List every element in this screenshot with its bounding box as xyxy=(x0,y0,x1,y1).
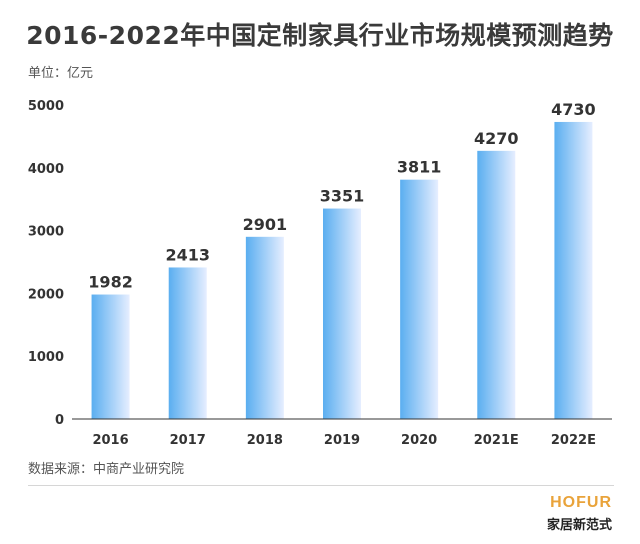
bar-2021E xyxy=(477,150,516,419)
data-label-2020: 3811 xyxy=(397,158,442,177)
data-labels: 1982 2413 2901 3351 3811 4270 4730 xyxy=(88,100,595,292)
x-axis: 2016 2017 2018 2019 2020 2021E 2022E xyxy=(92,433,595,448)
y-tick-label: 0 xyxy=(55,413,64,428)
data-label-2021E: 4270 xyxy=(474,129,519,148)
y-tick-label: 2000 xyxy=(28,287,64,302)
data-label-2022E: 4730 xyxy=(551,100,596,119)
data-label-2018: 2901 xyxy=(243,215,288,234)
bar-2020 xyxy=(400,179,439,419)
x-tick-label: 2018 xyxy=(247,433,283,448)
x-tick-label: 2016 xyxy=(92,433,128,448)
chart-title: 2016-2022年中国定制家具行业市场规模预测趋势 xyxy=(26,21,614,50)
bar-2017 xyxy=(168,267,207,419)
bars xyxy=(91,121,593,420)
x-tick-label: 2021E xyxy=(474,433,519,448)
y-axis: 0 1000 2000 3000 4000 5000 xyxy=(28,99,64,428)
y-tick-label: 3000 xyxy=(28,225,64,240)
x-tick-label: 2017 xyxy=(170,433,206,448)
x-tick-label: 2020 xyxy=(401,433,437,448)
bar-2019 xyxy=(323,208,361,419)
unit-label: 单位：亿元 xyxy=(28,66,94,81)
data-label-2019: 3351 xyxy=(320,187,365,206)
y-tick-label: 5000 xyxy=(28,99,64,114)
x-tick-label: 2019 xyxy=(324,433,360,448)
source-note: 数据来源：中商产业研究院 xyxy=(28,462,185,477)
divider xyxy=(28,485,614,486)
x-tick-label: 2022E xyxy=(551,433,596,448)
brand-logo: HOFUR xyxy=(550,494,612,511)
data-label-2017: 2413 xyxy=(165,245,210,264)
bar-2016 xyxy=(91,294,130,419)
bar-2022E xyxy=(554,121,593,420)
bar-2018 xyxy=(245,236,284,419)
data-label-2016: 1982 xyxy=(88,273,133,292)
y-tick-label: 1000 xyxy=(28,350,64,365)
brand-name: 家居新范式 xyxy=(546,518,612,533)
y-tick-label: 4000 xyxy=(28,162,64,177)
